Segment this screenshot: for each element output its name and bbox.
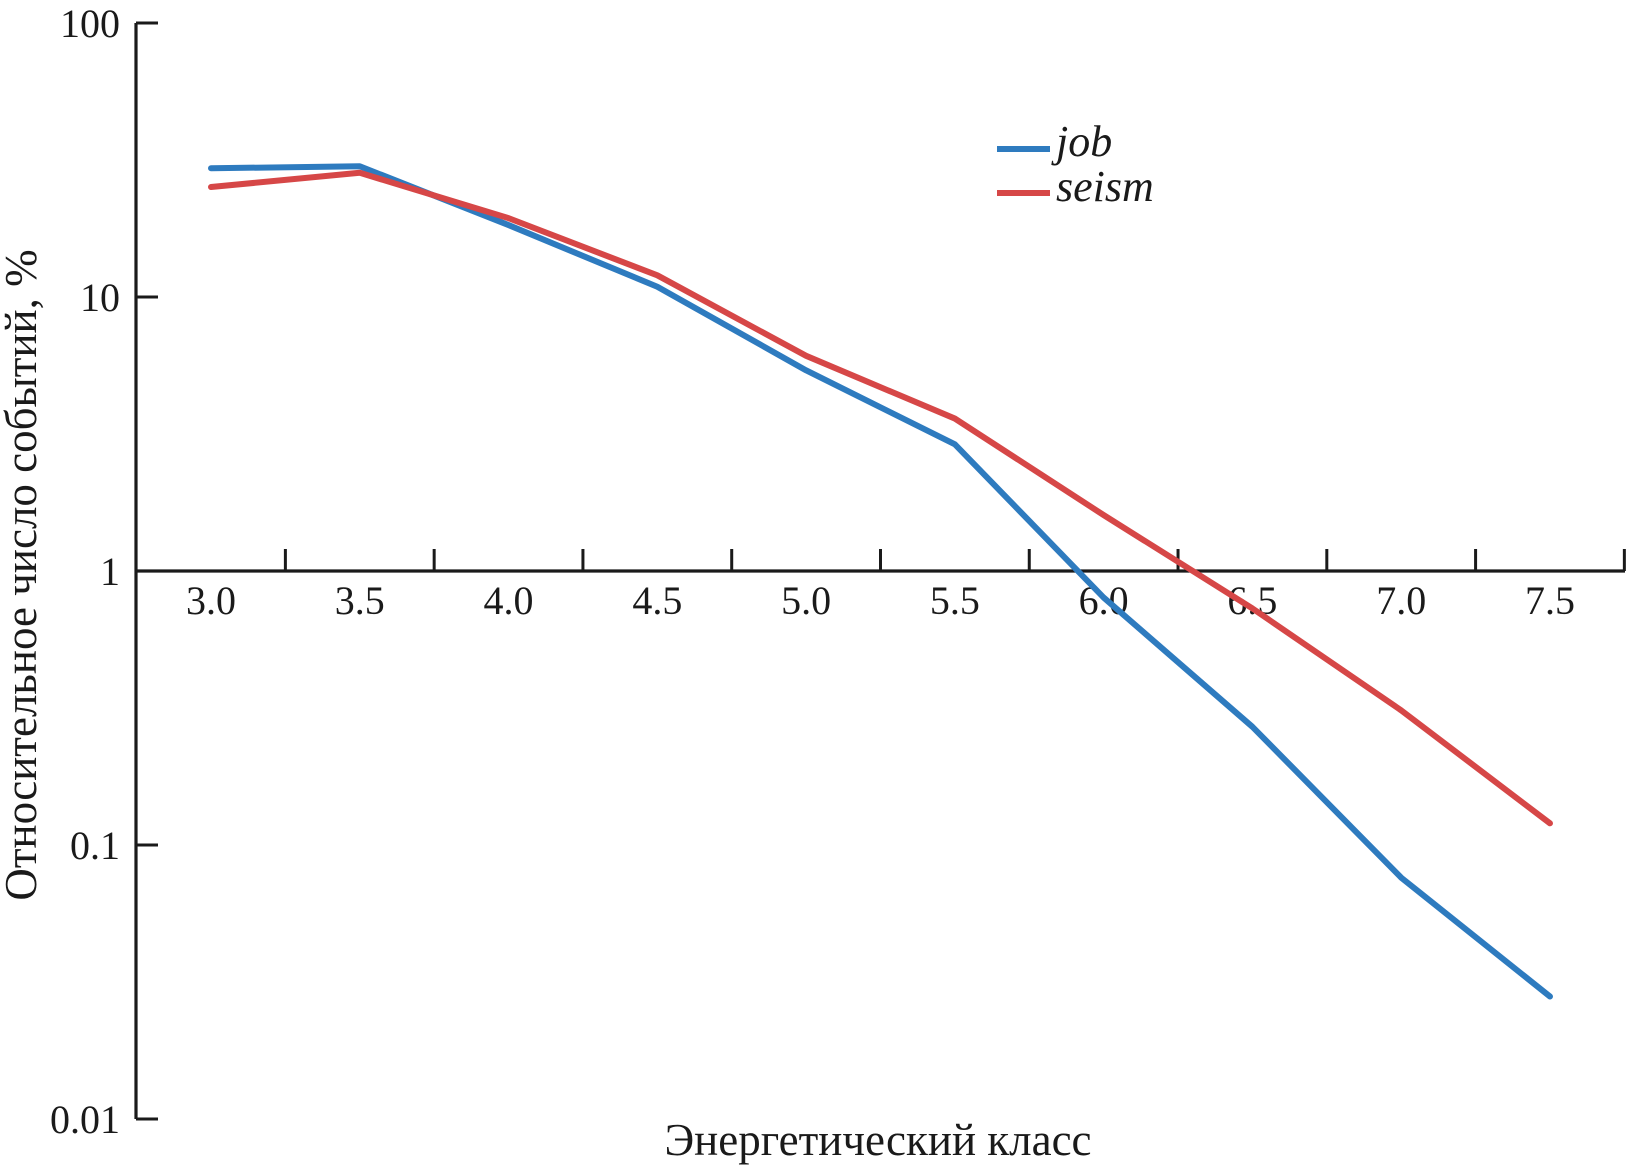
- x-tick-label: 7.0: [1376, 578, 1426, 623]
- y-tick-label: 10: [80, 275, 120, 320]
- x-tick-label: 5.5: [930, 578, 980, 623]
- x-tick-label: 7.5: [1525, 578, 1575, 623]
- x-ticks: [283, 549, 1626, 571]
- seism-line: [208, 169, 1553, 827]
- x-tick-labels: 3.0 3.5 4.0 4.5 5.0 5.5 6.0 6.5 7.0 7.5: [186, 578, 1575, 623]
- x-axis-title: Энергетический класс: [664, 1115, 1091, 1165]
- y-tick-label: 1: [100, 549, 120, 594]
- legend: job seism: [997, 117, 1154, 211]
- x-tick-label: 4.5: [632, 578, 682, 623]
- y-tick-label: 0.01: [50, 1097, 120, 1142]
- x-tick-label: 3.5: [335, 578, 385, 623]
- y-ticks: [136, 21, 158, 1121]
- seism-legend-label: seism: [1056, 162, 1154, 211]
- x-tick-label: 5.0: [781, 578, 831, 623]
- y-tick-label: 0.1: [70, 823, 120, 868]
- x-tick-label: 4.0: [484, 578, 534, 623]
- job-line: [208, 163, 1553, 1000]
- y-tick-label: 100: [60, 1, 120, 46]
- y-axis-title: Относительное число событий, %: [0, 249, 46, 900]
- x-tick-label: 3.0: [186, 578, 236, 623]
- y-tick-labels: 100 10 1 0.1 0.01: [50, 1, 120, 1142]
- job-legend-label: job: [1051, 117, 1112, 166]
